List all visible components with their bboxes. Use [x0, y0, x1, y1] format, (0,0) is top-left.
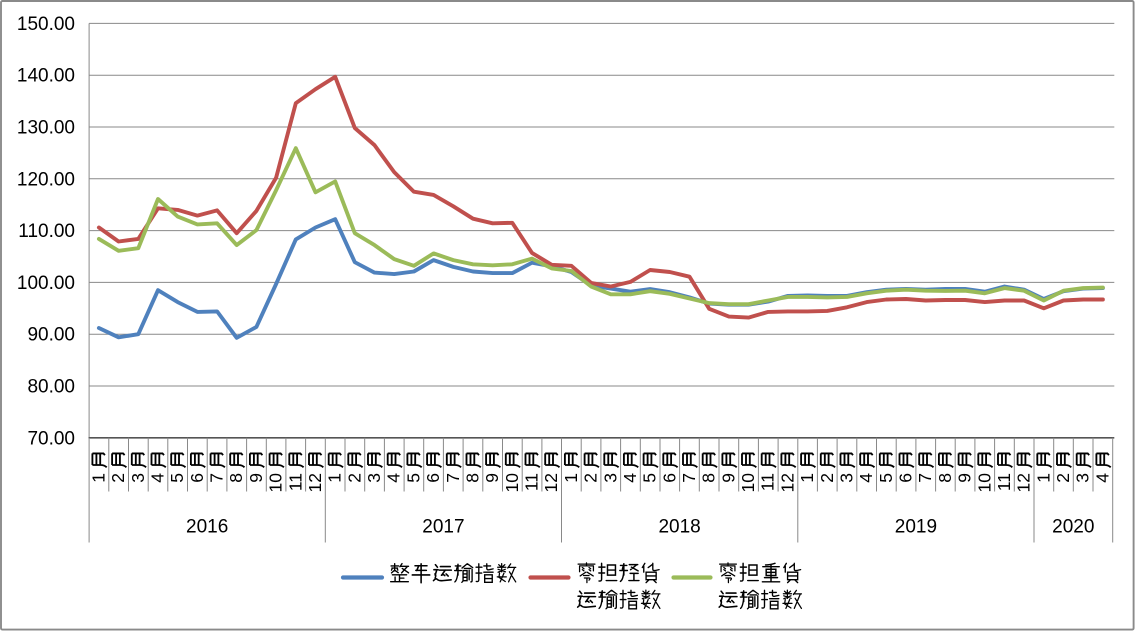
- svg-text:10: 10: [266, 473, 286, 493]
- svg-text:7: 7: [443, 473, 463, 483]
- svg-text:90.00: 90.00: [27, 325, 75, 346]
- svg-text:3: 3: [600, 473, 620, 483]
- svg-text:8: 8: [699, 473, 719, 483]
- svg-text:2: 2: [344, 473, 364, 483]
- svg-text:8: 8: [463, 473, 483, 483]
- svg-text:8: 8: [226, 473, 246, 483]
- svg-text:12: 12: [777, 473, 797, 492]
- svg-text:3: 3: [128, 473, 148, 483]
- svg-text:11: 11: [758, 473, 778, 491]
- svg-text:80.00: 80.00: [27, 377, 75, 398]
- svg-text:7: 7: [915, 473, 935, 483]
- svg-text:2: 2: [1053, 473, 1073, 483]
- svg-text:2019: 2019: [895, 517, 937, 538]
- svg-text:130.00: 130.00: [17, 118, 75, 139]
- svg-text:1: 1: [1033, 473, 1053, 483]
- svg-text:3: 3: [837, 473, 857, 483]
- svg-text:1: 1: [561, 473, 581, 483]
- svg-text:4: 4: [384, 473, 404, 483]
- svg-text:4: 4: [856, 473, 876, 483]
- svg-text:12: 12: [1014, 473, 1034, 492]
- svg-text:70.00: 70.00: [27, 428, 75, 449]
- svg-text:12: 12: [305, 473, 325, 492]
- svg-text:9: 9: [955, 473, 975, 483]
- svg-text:2018: 2018: [658, 517, 700, 538]
- svg-text:11: 11: [994, 473, 1014, 491]
- svg-text:7: 7: [679, 473, 699, 483]
- svg-text:2: 2: [817, 473, 837, 483]
- svg-text:150.00: 150.00: [17, 14, 75, 35]
- svg-text:10: 10: [738, 473, 758, 493]
- svg-text:7: 7: [207, 473, 227, 483]
- svg-text:6: 6: [423, 473, 443, 483]
- svg-text:2020: 2020: [1052, 517, 1094, 538]
- svg-text:1: 1: [325, 473, 345, 483]
- svg-text:2016: 2016: [186, 517, 228, 538]
- svg-text:9: 9: [482, 473, 502, 483]
- svg-text:6: 6: [659, 473, 679, 483]
- svg-text:2017: 2017: [422, 517, 464, 538]
- svg-text:11: 11: [285, 473, 305, 491]
- svg-text:5: 5: [876, 473, 896, 483]
- svg-text:3: 3: [364, 473, 384, 483]
- svg-text:9: 9: [246, 473, 266, 483]
- svg-text:5: 5: [640, 473, 660, 483]
- svg-text:110.00: 110.00: [18, 221, 75, 242]
- svg-text:12: 12: [541, 473, 561, 492]
- svg-text:11: 11: [522, 473, 542, 491]
- svg-text:4: 4: [148, 473, 168, 483]
- svg-text:4: 4: [620, 473, 640, 483]
- svg-text:1: 1: [88, 473, 108, 483]
- svg-text:140.00: 140.00: [17, 66, 75, 87]
- svg-text:8: 8: [935, 473, 955, 483]
- svg-text:1: 1: [797, 473, 817, 483]
- svg-text:4: 4: [1092, 473, 1112, 483]
- svg-text:10: 10: [974, 473, 994, 493]
- svg-text:100.00: 100.00: [17, 273, 75, 294]
- svg-text:9: 9: [718, 473, 738, 483]
- svg-text:120.00: 120.00: [17, 169, 75, 190]
- svg-text:6: 6: [896, 473, 916, 483]
- svg-text:2: 2: [581, 473, 601, 483]
- svg-text:10: 10: [502, 473, 522, 493]
- svg-text:5: 5: [167, 473, 187, 483]
- svg-text:6: 6: [187, 473, 207, 483]
- svg-text:3: 3: [1073, 473, 1093, 483]
- svg-text:5: 5: [403, 473, 423, 483]
- svg-text:2: 2: [108, 473, 128, 483]
